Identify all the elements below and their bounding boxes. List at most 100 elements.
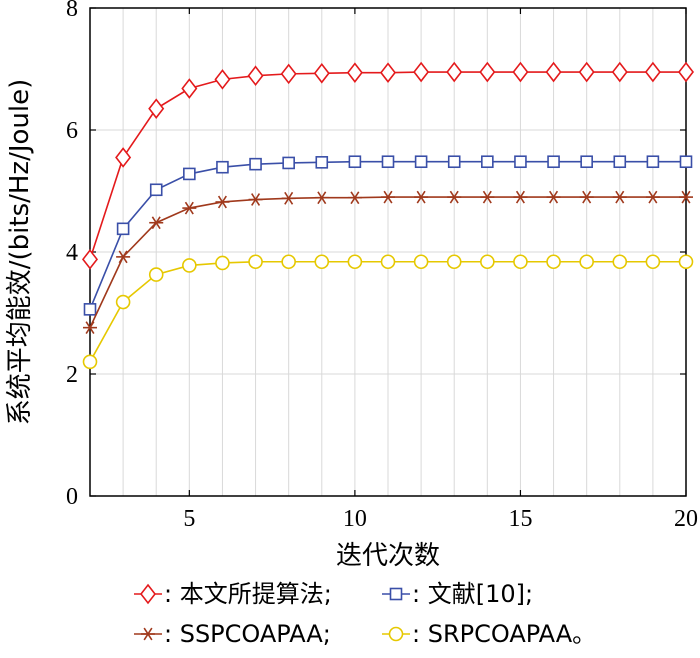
data-point [446,61,463,83]
data-point [381,190,395,204]
data-point [612,190,627,204]
legend: : 本文所提算法; : 文献[10]; : SSPCOAPAA; : SRPCOAPA… [134,580,596,648]
data-point [183,167,196,181]
data-point [446,254,462,270]
data-point [447,155,461,169]
data-point [513,254,528,270]
data-point [314,254,330,270]
data-point [381,155,395,169]
data-point [481,155,494,169]
legend-marker [388,626,404,642]
data-point [116,222,130,236]
series-group [81,61,695,370]
data-point [249,157,262,171]
data-point [116,250,131,264]
y-tick-label: 2 [66,362,78,388]
data-point [679,155,693,169]
data-point [248,254,263,270]
data-point [545,61,562,83]
data-point [480,190,495,204]
data-point [644,61,661,83]
data-point [414,190,429,204]
data-point [148,267,164,282]
x-tick-label: 15 [508,506,532,532]
data-point [379,62,397,83]
x-tick-label: 5 [183,506,195,532]
data-point [447,190,462,204]
data-point [580,155,593,169]
legend-marker [389,587,403,601]
data-point [413,61,430,83]
data-point [182,258,197,273]
data-point [547,155,560,169]
x-tick-label: 20 [674,506,698,532]
data-point [645,190,660,204]
data-point [182,201,197,215]
data-point [181,78,198,99]
ticks: 5 10 15 20 0 2 4 6 8 [66,0,698,532]
data-point [315,156,329,169]
data-point [578,61,595,83]
data-point [149,216,164,230]
legend-label: : SRPCOAPAA。 [412,620,596,648]
data-point [281,254,296,270]
data-point [282,156,295,170]
data-point [115,147,132,168]
data-point [215,195,230,209]
data-point [83,321,97,335]
data-point [678,254,694,270]
data-point [83,303,97,316]
data-point [148,98,165,119]
data-point [313,62,330,84]
data-point [348,155,362,169]
data-point [314,191,329,205]
data-point [613,155,627,169]
data-point [247,65,264,87]
y-tick-label: 0 [66,484,78,510]
data-point [380,254,396,270]
data-point [347,254,363,270]
data-point [346,62,363,83]
data-point [82,354,98,370]
data-point [215,255,230,271]
legend-label: : SSPCOAPAA; [164,620,331,648]
data-point [81,249,99,270]
data-point [149,183,163,197]
y-tick-label: 6 [66,118,78,144]
y-axis-title: 系统平均能效/(bits/Hz/Joule) [5,79,35,426]
data-point [347,191,362,205]
x-tick-label: 10 [343,506,367,532]
data-point [513,190,528,204]
legend-label: : 本文所提算法; [164,580,332,608]
x-axis-title: 迭代次数 [336,541,440,571]
grid [90,8,686,496]
data-point [115,294,131,310]
y-tick-label: 4 [66,240,78,266]
data-point [479,61,496,83]
data-point [413,254,429,270]
data-point [248,193,263,206]
data-point [579,254,594,270]
legend-marker [141,627,155,641]
data-point [281,191,296,205]
data-point [514,155,527,169]
data-point [512,61,529,83]
data-point [579,190,594,204]
data-point [280,63,297,85]
data-point [611,61,628,83]
legend-label: : 文献[10]; [412,580,533,608]
data-point [679,190,693,204]
data-point [214,69,231,90]
data-point [546,190,561,204]
data-point [216,160,229,174]
data-point [414,155,428,169]
legend-marker [139,583,157,605]
data-point [480,254,495,270]
data-point [646,155,660,169]
data-point [645,254,661,270]
data-point [612,254,628,270]
y-tick-label: 8 [66,0,78,22]
data-point [677,61,695,83]
data-point [546,254,561,270]
